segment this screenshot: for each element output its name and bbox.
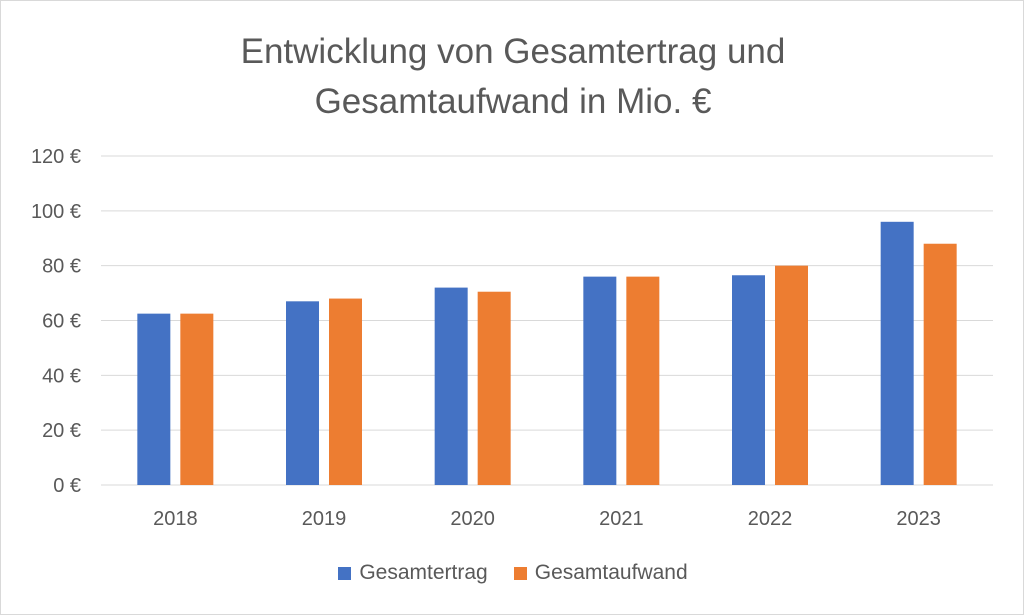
- y-tick-label: 40 €: [42, 365, 81, 387]
- bar-gesamtaufwand-2021: [626, 276, 660, 485]
- bar-gesamtaufwand-2022: [775, 265, 808, 485]
- bar-gesamtertrag-2019: [286, 301, 319, 485]
- x-tick-label: 2020: [450, 508, 495, 530]
- chart-title-line-1: Entwicklung von Gesamtertrag und: [240, 32, 786, 71]
- bar-gesamtaufwand-2018: [180, 313, 214, 485]
- x-tick-label: 2021: [599, 508, 644, 530]
- chart-title: Entwicklung von Gesamtertrag und Gesamta…: [1, 27, 1024, 127]
- chart-title-line-2: Gesamtaufwand in Mio. €: [314, 82, 712, 121]
- bar-gesamtertrag-2020: [434, 287, 468, 485]
- y-tick-label: 120 €: [31, 146, 81, 168]
- legend-item-gesamtertrag[interactable]: Gesamtertrag: [338, 561, 488, 585]
- bar-gesamtertrag-2023: [880, 221, 914, 486]
- gridlines: [101, 155, 993, 486]
- y-axis-ticks: 0 € 20 € 40 € 60 € 80 € 100 € 120 €: [31, 146, 81, 497]
- legend: Gesamtertrag Gesamtaufwand: [1, 561, 1024, 585]
- y-tick-label: 100 €: [31, 201, 81, 223]
- x-tick-label: 2022: [748, 508, 793, 530]
- bar-gesamtertrag-2021: [583, 276, 617, 485]
- x-tick-label: 2023: [896, 508, 941, 530]
- legend-swatch-gesamtaufwand: [513, 566, 527, 580]
- x-axis-ticks: 2018 2019 2020 2021 2022 2023: [153, 508, 941, 530]
- legend-label-gesamtertrag: Gesamtertrag: [359, 561, 488, 584]
- x-tick-label: 2019: [302, 508, 347, 530]
- bar-gesamtaufwand-2019: [329, 298, 362, 485]
- y-tick-label: 0 €: [53, 475, 81, 497]
- bar-gesamtaufwand-2020: [477, 291, 511, 485]
- legend-label-gesamtaufwand: Gesamtaufwand: [534, 561, 688, 584]
- x-tick-label: 2018: [153, 508, 198, 530]
- bar-gesamtertrag-2022: [732, 275, 765, 485]
- y-tick-label: 20 €: [42, 420, 81, 442]
- y-tick-label: 60 €: [42, 311, 81, 333]
- legend-swatch-gesamtertrag: [338, 566, 352, 580]
- y-tick-label: 80 €: [42, 256, 81, 278]
- bar-gesamtaufwand-2023: [923, 243, 957, 485]
- bars: [137, 221, 957, 486]
- bar-gesamtertrag-2018: [137, 313, 171, 485]
- legend-item-gesamtaufwand[interactable]: Gesamtaufwand: [513, 561, 688, 585]
